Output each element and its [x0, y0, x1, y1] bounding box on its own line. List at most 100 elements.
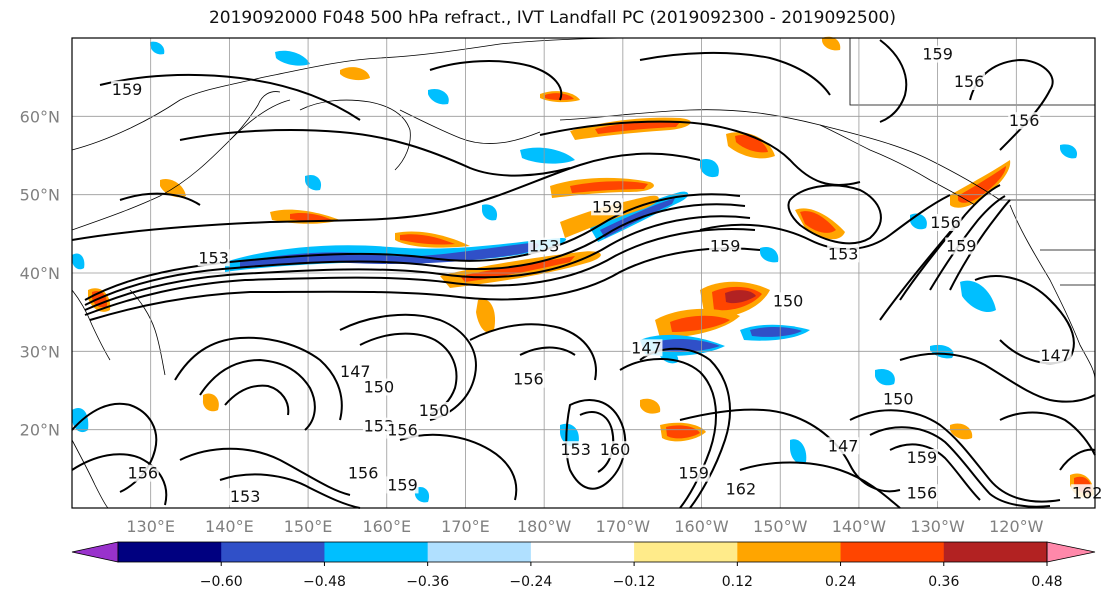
colorbar-tick-label: −0.24 — [509, 574, 552, 590]
longitude-tick-label: 170°E — [441, 517, 490, 536]
contour-label: 147 — [340, 362, 371, 381]
latitude-tick-label: 20°N — [20, 421, 60, 440]
contour-label: 147 — [631, 338, 662, 357]
contour-label-backdrop — [709, 237, 742, 255]
contour-label-backdrop — [126, 464, 159, 482]
colorbar-extend-low — [71, 541, 119, 563]
longitude-tick-label: 120°W — [989, 517, 1044, 536]
contour-label: 156 — [387, 421, 418, 440]
contour-label: 159 — [387, 475, 418, 494]
height-contours — [71, 39, 1096, 509]
contour-label: 156 — [348, 464, 379, 483]
longitude-tick-label: 150°W — [753, 517, 808, 536]
contour-label-backdrop — [921, 45, 954, 63]
contour-label: 153 — [230, 487, 261, 506]
contour-label: 159 — [946, 237, 977, 256]
contour-label: 159 — [907, 448, 938, 467]
contour-label: 156 — [128, 464, 159, 483]
longitude-tick-label: 130°W — [910, 517, 965, 536]
contour-label: 153 — [198, 248, 229, 267]
contour-label-backdrop — [827, 437, 860, 455]
contour-label-backdrop — [905, 484, 938, 502]
longitude-tick-label: 160°W — [674, 517, 729, 536]
latitude-axis: 60°N 50°N 40°N 30°N 20°N — [20, 107, 60, 439]
longitude-tick-label: 160°E — [362, 517, 411, 536]
contour-label-backdrop — [772, 292, 805, 310]
colorbar-tick-label: 0.12 — [722, 574, 753, 590]
contour-label-backdrop — [386, 476, 419, 494]
contour-label-backdrop — [347, 464, 380, 482]
colorbar-segment — [427, 542, 532, 562]
contour-label-backdrop — [905, 449, 938, 466]
longitude-tick-label: 140°E — [205, 517, 254, 536]
contour-label-backdrop — [339, 362, 372, 380]
contour-label: 153 — [560, 440, 591, 459]
contour-label: 156 — [513, 370, 544, 389]
contour-label-backdrop — [929, 214, 962, 231]
colorbar-segment — [840, 542, 945, 562]
contour-label-backdrop — [677, 464, 710, 482]
colorbar-extend-high — [1046, 541, 1096, 563]
contour-label-backdrop — [724, 480, 757, 498]
colorbar-segment — [634, 542, 738, 562]
contour-label-backdrop — [591, 198, 624, 216]
longitude-tick-label: 140°W — [832, 517, 887, 536]
colorbar-tick-label: −0.12 — [613, 574, 656, 590]
latitude-tick-label: 40°N — [20, 264, 60, 283]
colorbar-tick-label: −0.48 — [303, 574, 346, 590]
colorbar-tick-label: 0.48 — [1031, 574, 1062, 590]
contour-label-backdrop — [1039, 347, 1072, 365]
contour-label-backdrop — [197, 249, 230, 267]
contour-label-backdrop — [1008, 112, 1041, 130]
contour-label: 147 — [1040, 346, 1071, 365]
contour-label: 162 — [726, 479, 757, 498]
refractivity-fill-layer — [72, 36, 1094, 503]
longitude-tick-label: 130°E — [126, 517, 175, 536]
contour-label-backdrop — [528, 237, 561, 255]
contour-label: 156 — [930, 213, 961, 232]
contour-label: 159 — [678, 464, 709, 483]
contour-label-backdrop — [559, 441, 592, 459]
contour-label-backdrop — [362, 378, 395, 396]
contour-label: 150 — [773, 291, 804, 310]
colorbar-segment — [324, 542, 429, 562]
contour-label: 153 — [828, 244, 859, 263]
contour-label-backdrop — [512, 370, 545, 388]
longitude-tick-label: 150°E — [284, 517, 333, 536]
map-title: 2019092000 F048 500 hPa refract., IVT La… — [208, 8, 896, 28]
contour-label-backdrop — [386, 421, 419, 439]
colorbar: −0.60 −0.48 −0.36 −0.24 −0.12 0.12 0.24 0.36 0.4… — [71, 541, 1096, 590]
colorbar-segment — [221, 542, 325, 562]
colorbar-segment — [943, 542, 1048, 562]
longitude-axis: 130°E 140°E 150°E 160°E 170°E 180°W 170°W 160°W… — [126, 517, 1043, 536]
contour-label-backdrop — [598, 441, 631, 459]
colorbar-tick-label: −0.36 — [406, 574, 449, 590]
latitude-tick-label: 60°N — [20, 107, 60, 126]
colorbar-outline — [117, 541, 1048, 563]
contour-label: 156 — [954, 72, 985, 91]
contour-label-backdrop — [417, 402, 450, 419]
longitude-tick-label: 170°W — [596, 517, 651, 536]
contour-label-backdrop — [882, 390, 915, 408]
colorbar-segment — [118, 542, 222, 562]
contour-label: 159 — [710, 237, 741, 256]
latitude-tick-label: 50°N — [20, 186, 60, 205]
graticule — [72, 38, 1095, 508]
colorbar-tick-label: 0.24 — [825, 574, 856, 590]
contour-label: 156 — [907, 483, 938, 502]
contour-label-backdrop — [827, 245, 860, 263]
contour-label: 159 — [922, 45, 953, 64]
contour-label: 160 — [600, 440, 631, 459]
colorbar-segment — [737, 542, 842, 562]
contour-label-backdrop — [229, 488, 262, 506]
contour-label: 159 — [592, 197, 623, 216]
contour-label-backdrop — [111, 80, 144, 98]
colorbar-segment — [530, 542, 635, 562]
contour-label: 150 — [883, 389, 914, 408]
contour-label: 159 — [112, 80, 143, 99]
contour-label: 156 — [1009, 111, 1040, 130]
latitude-tick-label: 30°N — [20, 342, 60, 361]
contour-label-backdrop — [953, 73, 986, 90]
